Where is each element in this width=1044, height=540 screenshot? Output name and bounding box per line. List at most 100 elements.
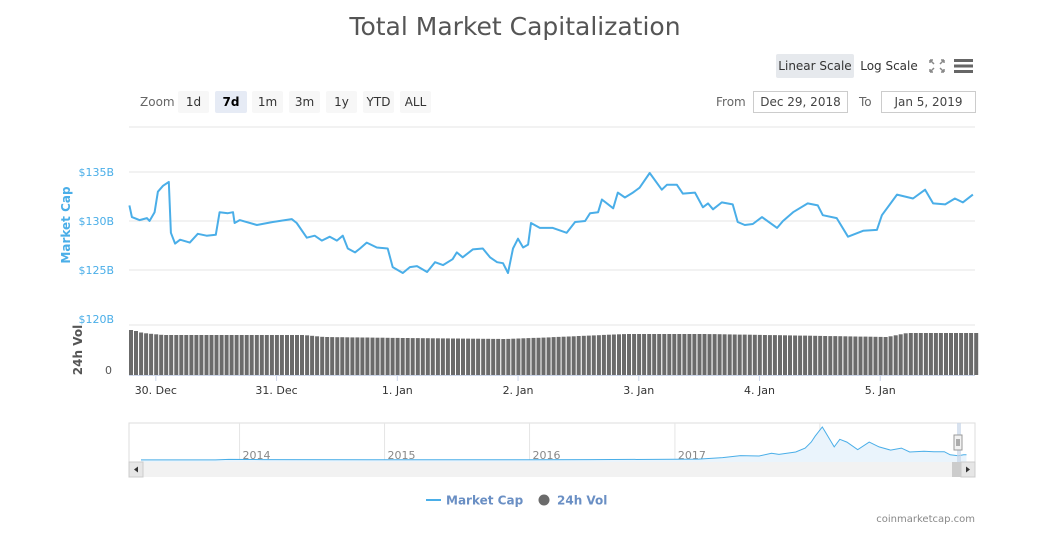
volume-bar [350, 337, 355, 375]
volume-bar [249, 335, 254, 375]
volume-bar [611, 334, 616, 375]
volume-bar [440, 338, 445, 375]
volume-bar [586, 335, 591, 375]
volume-bar [214, 335, 219, 375]
volume-bar [415, 338, 420, 375]
volume-bar [189, 335, 194, 375]
from-date-input[interactable]: Dec 29, 2018 [753, 91, 848, 113]
linear-scale-button[interactable]: Linear Scale [776, 54, 854, 78]
arrow-left-icon [134, 466, 138, 473]
navigator-scrollbar-thumb[interactable] [952, 462, 961, 477]
volume-bar [139, 332, 144, 375]
volume-bar [330, 337, 335, 375]
volume-bar [888, 336, 893, 375]
volume-bar [959, 333, 964, 375]
volume-bar [491, 338, 496, 375]
scroll-right-button[interactable] [960, 461, 976, 478]
volume-bar [783, 335, 787, 375]
volume-bar [269, 335, 274, 375]
to-date-input[interactable]: Jan 5, 2019 [881, 91, 976, 113]
log-scale-button[interactable]: Log Scale [860, 59, 918, 73]
volume-bar [320, 336, 325, 375]
volume-bar [692, 334, 697, 375]
volume-bar [672, 334, 677, 375]
volume-bar [541, 337, 546, 375]
hamburger-menu-icon[interactable] [954, 58, 974, 74]
from-label: From [716, 95, 746, 109]
y-tick-label: $130B [78, 215, 114, 228]
volume-bar [727, 334, 732, 375]
y-tick-label: $125B [78, 264, 114, 277]
navigator-scrollbar-track[interactable] [129, 462, 975, 477]
zoom-1d-button[interactable]: 1d [178, 91, 209, 113]
volume-bar [159, 334, 164, 375]
legend-circle-icon [538, 494, 550, 506]
volume-bar [697, 334, 702, 375]
volume-bar [878, 336, 883, 375]
volume-bar [918, 333, 923, 375]
volume-bar [757, 334, 762, 375]
volume-bar [576, 336, 581, 375]
volume-bar [627, 334, 631, 375]
volume-bar [134, 331, 138, 375]
volume-bar [279, 335, 284, 375]
x-tick-label: 2. Jan [503, 384, 534, 397]
volume-bar [264, 335, 269, 375]
volume-bar [310, 335, 315, 375]
x-tick-label: 30. Dec [135, 384, 177, 397]
volume-bar [466, 338, 471, 375]
chart-title: Total Market Capitalization [349, 12, 681, 41]
volume-bar [179, 335, 184, 375]
volume-bar [420, 338, 425, 375]
volume-axis-title: 24h Vol [71, 325, 85, 375]
volume-bar [722, 334, 727, 375]
volume-bar [853, 336, 858, 375]
market-cap-line [128, 172, 974, 274]
zoom-all-button[interactable]: ALL [400, 91, 431, 113]
volume-bar [742, 334, 747, 375]
navigator[interactable]: 20142015201620172018 [128, 422, 976, 478]
zoom-label: Zoom [140, 95, 175, 109]
volume-bar [833, 336, 838, 375]
volume-bar [818, 335, 823, 375]
navigator-handle[interactable] [953, 434, 963, 451]
volume-bar [400, 338, 405, 375]
volume-bar [843, 336, 848, 375]
volume-bar [561, 336, 566, 375]
volume-bar [793, 335, 798, 375]
arrow-right-icon [966, 466, 970, 473]
legend-item-24h-vol[interactable]: 24h Vol [538, 494, 608, 508]
credit-link[interactable]: coinmarketcap.com [876, 514, 975, 525]
volume-bar [486, 338, 491, 375]
volume-bar [551, 337, 556, 375]
volume-bar [451, 338, 455, 375]
zoom-1m-button[interactable]: 1m [252, 91, 283, 113]
volume-bar [259, 335, 264, 375]
fullscreen-icon[interactable] [928, 58, 946, 74]
volume-bar [944, 333, 948, 375]
volume-bar [360, 337, 365, 375]
scroll-left-button[interactable] [128, 461, 144, 478]
volume-bar [511, 338, 516, 375]
navigator-area [141, 427, 967, 462]
volume-bar [767, 335, 772, 375]
navigator-line [141, 426, 967, 461]
volume-bar [622, 334, 626, 375]
volume-bar [606, 334, 611, 375]
volume-bar [184, 335, 189, 375]
zoom-3m-button[interactable]: 3m [289, 91, 320, 113]
volume-bar [476, 338, 481, 375]
legend-item-market-cap[interactable]: Market Cap [426, 494, 524, 508]
zoom-7d-button[interactable]: 7d [215, 91, 247, 113]
volume-bar [380, 337, 385, 375]
volume-bar [149, 333, 154, 375]
volume-bar [762, 335, 767, 375]
volume-bar [254, 335, 259, 375]
zoom-ytd-button[interactable]: YTD [363, 91, 394, 113]
volume-bar [229, 335, 234, 375]
volume-bar [752, 334, 757, 375]
volume-bar [340, 337, 345, 375]
zoom-1y-button[interactable]: 1y [326, 91, 357, 113]
volume-bar [964, 333, 969, 375]
volume-bar [571, 336, 576, 375]
